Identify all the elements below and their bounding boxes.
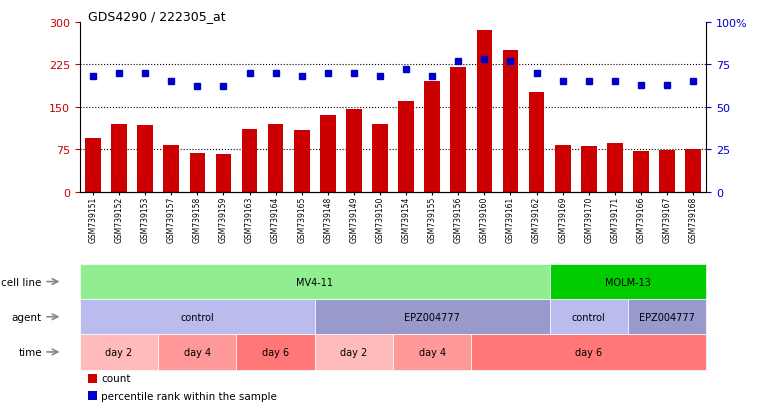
Text: time: time bbox=[18, 347, 42, 357]
Text: day 6: day 6 bbox=[262, 347, 289, 357]
Text: MV4-11: MV4-11 bbox=[296, 277, 333, 287]
Bar bbox=[372, 124, 388, 192]
Bar bbox=[346, 110, 361, 192]
Text: percentile rank within the sample: percentile rank within the sample bbox=[101, 391, 277, 401]
Bar bbox=[607, 144, 622, 192]
Bar bbox=[164, 146, 179, 192]
Bar bbox=[529, 93, 544, 192]
Bar bbox=[398, 102, 414, 192]
Bar bbox=[111, 124, 127, 192]
Text: count: count bbox=[101, 373, 131, 383]
Bar bbox=[215, 154, 231, 192]
Text: MOLM-13: MOLM-13 bbox=[605, 277, 651, 287]
Bar bbox=[137, 126, 153, 192]
Bar bbox=[581, 147, 597, 192]
Text: agent: agent bbox=[11, 312, 42, 322]
Bar bbox=[425, 82, 440, 192]
Bar bbox=[633, 152, 649, 192]
Bar bbox=[686, 150, 701, 192]
Bar bbox=[503, 51, 518, 192]
Text: day 2: day 2 bbox=[106, 347, 132, 357]
Text: day 4: day 4 bbox=[419, 347, 446, 357]
Bar bbox=[555, 146, 571, 192]
Bar bbox=[242, 130, 257, 192]
Bar bbox=[189, 154, 205, 192]
Text: EPZ004777: EPZ004777 bbox=[639, 312, 695, 322]
Bar bbox=[320, 116, 336, 192]
Bar bbox=[659, 151, 675, 192]
Text: cell line: cell line bbox=[2, 277, 42, 287]
Text: day 4: day 4 bbox=[183, 347, 211, 357]
Text: day 6: day 6 bbox=[575, 347, 603, 357]
Bar bbox=[85, 138, 100, 192]
Text: control: control bbox=[572, 312, 606, 322]
Text: GDS4290 / 222305_at: GDS4290 / 222305_at bbox=[88, 10, 225, 23]
Bar bbox=[268, 124, 283, 192]
Bar bbox=[294, 131, 310, 192]
Text: control: control bbox=[180, 312, 214, 322]
Bar bbox=[451, 68, 466, 192]
Bar bbox=[476, 31, 492, 192]
Text: day 2: day 2 bbox=[340, 347, 368, 357]
Text: EPZ004777: EPZ004777 bbox=[404, 312, 460, 322]
